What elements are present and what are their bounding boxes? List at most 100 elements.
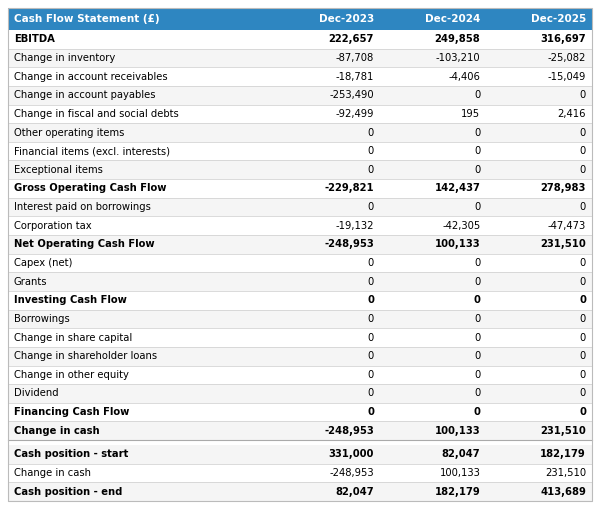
Text: 142,437: 142,437	[434, 183, 480, 193]
Text: 0: 0	[579, 407, 586, 417]
Text: -42,305: -42,305	[442, 221, 480, 231]
Text: 0: 0	[474, 202, 480, 212]
FancyBboxPatch shape	[8, 253, 592, 272]
Text: 2,416: 2,416	[557, 109, 586, 119]
Text: Change in account payables: Change in account payables	[14, 90, 155, 100]
Text: 0: 0	[368, 128, 374, 137]
Text: Investing Cash Flow: Investing Cash Flow	[14, 295, 127, 305]
Text: Change in cash: Change in cash	[14, 426, 100, 436]
Text: 413,689: 413,689	[540, 487, 586, 497]
Text: -19,132: -19,132	[335, 221, 374, 231]
Text: 0: 0	[580, 370, 586, 380]
FancyBboxPatch shape	[8, 347, 592, 365]
Text: 0: 0	[580, 314, 586, 324]
Text: EBITDA: EBITDA	[14, 34, 55, 44]
Text: 0: 0	[474, 276, 480, 287]
Text: 249,858: 249,858	[434, 34, 480, 44]
FancyBboxPatch shape	[8, 464, 592, 483]
Text: 222,657: 222,657	[329, 34, 374, 44]
FancyBboxPatch shape	[8, 445, 592, 464]
Text: 0: 0	[473, 407, 480, 417]
Text: 0: 0	[474, 332, 480, 343]
Text: -253,490: -253,490	[329, 90, 374, 100]
Text: 0: 0	[474, 370, 480, 380]
Text: 0: 0	[474, 146, 480, 156]
Text: 0: 0	[580, 388, 586, 399]
Text: -25,082: -25,082	[548, 53, 586, 63]
Text: Change in fiscal and social debts: Change in fiscal and social debts	[14, 109, 179, 119]
Text: -18,781: -18,781	[335, 72, 374, 81]
Text: -87,708: -87,708	[336, 53, 374, 63]
Text: 0: 0	[474, 351, 480, 361]
Text: 82,047: 82,047	[442, 449, 480, 460]
Text: -47,473: -47,473	[548, 221, 586, 231]
Text: Net Operating Cash Flow: Net Operating Cash Flow	[14, 239, 155, 249]
Text: 0: 0	[368, 146, 374, 156]
Text: 100,133: 100,133	[434, 239, 480, 249]
Text: 0: 0	[368, 332, 374, 343]
Text: 100,133: 100,133	[439, 468, 480, 478]
Text: Cash position - end: Cash position - end	[14, 487, 122, 497]
FancyBboxPatch shape	[8, 67, 592, 86]
Text: 182,179: 182,179	[434, 487, 480, 497]
Text: -229,821: -229,821	[325, 183, 374, 193]
Text: 182,179: 182,179	[540, 449, 586, 460]
FancyBboxPatch shape	[8, 198, 592, 216]
Text: 0: 0	[580, 128, 586, 137]
Text: 0: 0	[474, 388, 480, 399]
FancyBboxPatch shape	[8, 403, 592, 421]
FancyBboxPatch shape	[8, 235, 592, 253]
Text: 0: 0	[580, 90, 586, 100]
Text: 195: 195	[461, 109, 480, 119]
Text: Cash position - start: Cash position - start	[14, 449, 128, 460]
Text: Dividend: Dividend	[14, 388, 59, 399]
Text: 231,510: 231,510	[540, 239, 586, 249]
Text: Change in share capital: Change in share capital	[14, 332, 132, 343]
Text: Dec-2023: Dec-2023	[319, 14, 374, 24]
Text: Change in cash: Change in cash	[14, 468, 91, 478]
Text: Dec-2025: Dec-2025	[531, 14, 586, 24]
Text: Dec-2024: Dec-2024	[425, 14, 480, 24]
FancyBboxPatch shape	[8, 272, 592, 291]
Text: Change in account receivables: Change in account receivables	[14, 72, 167, 81]
Text: -15,049: -15,049	[548, 72, 586, 81]
Text: Borrowings: Borrowings	[14, 314, 70, 324]
Text: 100,133: 100,133	[434, 426, 480, 436]
Text: 0: 0	[474, 258, 480, 268]
FancyBboxPatch shape	[8, 291, 592, 309]
Text: -92,499: -92,499	[335, 109, 374, 119]
Text: 0: 0	[580, 351, 586, 361]
Text: 0: 0	[474, 314, 480, 324]
Text: 0: 0	[368, 314, 374, 324]
Text: Change in other equity: Change in other equity	[14, 370, 129, 380]
FancyBboxPatch shape	[8, 86, 592, 104]
Text: 0: 0	[368, 202, 374, 212]
Text: Change in inventory: Change in inventory	[14, 53, 115, 63]
Text: 0: 0	[368, 165, 374, 175]
Text: 0: 0	[580, 258, 586, 268]
Text: 0: 0	[367, 295, 374, 305]
Text: Capex (net): Capex (net)	[14, 258, 73, 268]
Text: 278,983: 278,983	[541, 183, 586, 193]
Text: -248,953: -248,953	[324, 426, 374, 436]
Text: 0: 0	[580, 332, 586, 343]
Text: 0: 0	[580, 146, 586, 156]
Text: Exceptional items: Exceptional items	[14, 165, 103, 175]
Text: 0: 0	[579, 295, 586, 305]
Text: 0: 0	[368, 276, 374, 287]
FancyBboxPatch shape	[8, 365, 592, 384]
Text: 0: 0	[368, 388, 374, 399]
Text: 82,047: 82,047	[335, 487, 374, 497]
FancyBboxPatch shape	[8, 384, 592, 403]
Text: Change in shareholder loans: Change in shareholder loans	[14, 351, 157, 361]
FancyBboxPatch shape	[8, 328, 592, 347]
Text: 0: 0	[580, 202, 586, 212]
Text: 231,510: 231,510	[545, 468, 586, 478]
FancyBboxPatch shape	[8, 160, 592, 179]
Text: 0: 0	[580, 276, 586, 287]
Text: 316,697: 316,697	[541, 34, 586, 44]
FancyBboxPatch shape	[8, 142, 592, 160]
Text: 0: 0	[368, 258, 374, 268]
Text: 331,000: 331,000	[329, 449, 374, 460]
FancyBboxPatch shape	[8, 104, 592, 123]
